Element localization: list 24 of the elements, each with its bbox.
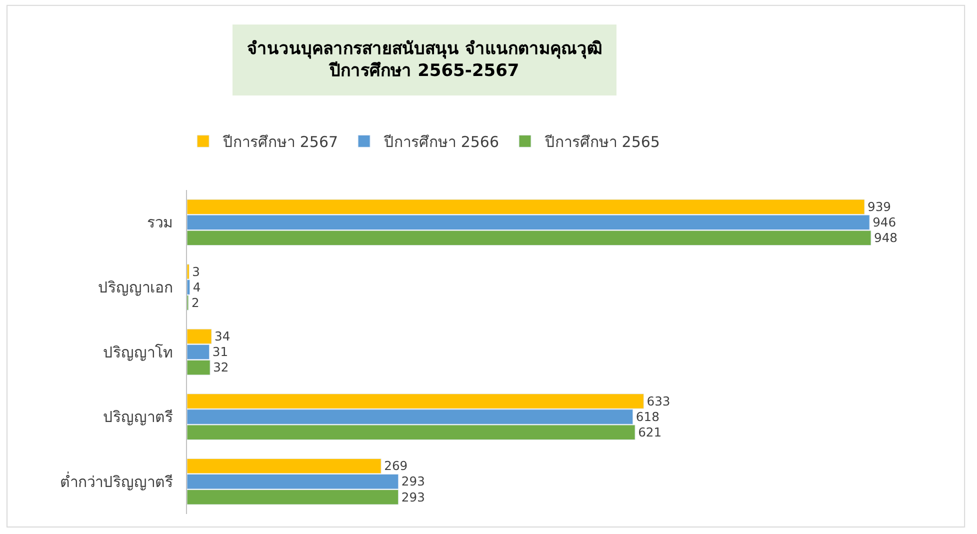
- data-label: 621: [638, 425, 662, 440]
- legend-label: ปีการศึกษา 2567: [222, 133, 338, 151]
- legend-label: ปีการศึกษา 2565: [544, 133, 660, 151]
- chart-title: จำนวนบุคลากรสายสนับสนุน จำแนกตามคุณวุฒิ ปีการศึกษา 2565-2567: [247, 39, 602, 82]
- legend-label: ปีการศึกษา 2566: [383, 133, 500, 151]
- data-label: 293: [401, 490, 425, 504]
- y-tick-label: ปริญญาโท: [103, 343, 173, 362]
- data-label: 939: [868, 200, 892, 214]
- data-label: 2: [191, 296, 200, 310]
- data-label: 32: [213, 360, 229, 375]
- y-tick-label: ต่ำกว่าปริญญาตรี: [60, 470, 173, 491]
- data-label: 293: [401, 474, 425, 489]
- data-label: 618: [636, 410, 660, 424]
- data-label: 31: [212, 345, 228, 360]
- y-tick-label: ปริญญาเอก: [98, 278, 173, 296]
- data-label: 4: [192, 280, 201, 294]
- data-label: 3: [192, 264, 200, 279]
- y-tick-label: ปริญญาตรี: [103, 408, 173, 426]
- data-label: 946: [872, 216, 896, 230]
- y-tick-label: รวม: [147, 214, 173, 232]
- data-label: 34: [214, 330, 230, 344]
- data-label: 948: [874, 231, 898, 246]
- data-label: 633: [646, 394, 670, 408]
- data-label: 269: [384, 459, 408, 474]
